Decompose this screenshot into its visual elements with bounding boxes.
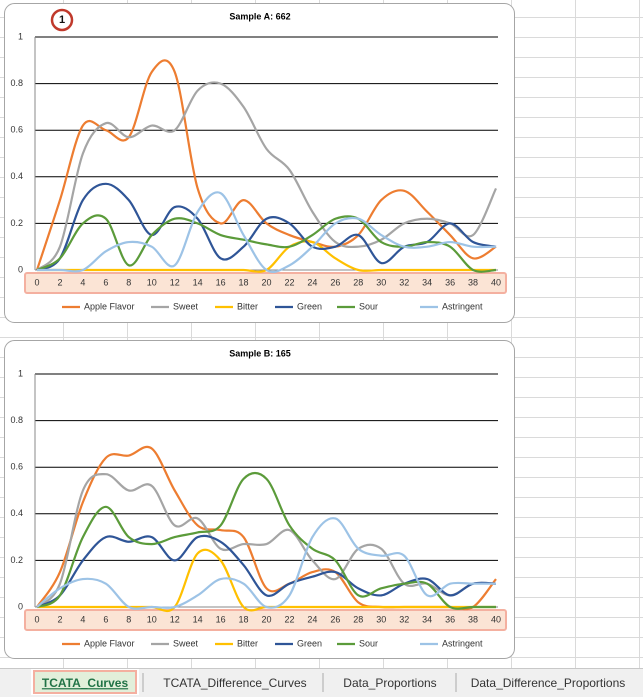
axis-highlight <box>24 609 507 631</box>
y-tick-label: 0.4 <box>10 508 23 518</box>
x-tick-label: 40 <box>491 277 501 287</box>
x-tick-label: 10 <box>147 277 157 287</box>
x-tick-label: 26 <box>330 614 340 624</box>
sheet-tab[interactable]: Data_Difference_Proportions <box>471 676 626 690</box>
x-tick-label: 34 <box>422 277 432 287</box>
x-tick-label: 30 <box>376 614 386 624</box>
x-tick-label: 32 <box>399 614 409 624</box>
chart-frame[interactable] <box>4 340 515 659</box>
sheet-tab[interactable]: TCATA_Curves <box>42 676 129 690</box>
badge-text: 1 <box>59 14 65 26</box>
legend-label: Green <box>297 301 322 311</box>
x-tick-label: 26 <box>330 277 340 287</box>
series-line <box>36 517 496 610</box>
series-line <box>36 214 497 273</box>
chart-title: Sample B: 165 <box>229 348 291 358</box>
x-tick-label: 20 <box>261 614 271 624</box>
x-tick-label: 8 <box>126 614 131 624</box>
x-tick-label: 32 <box>399 277 409 287</box>
tab-highlight[interactable] <box>33 670 137 694</box>
chart-title: Sample A: 662 <box>229 11 290 21</box>
x-tick-label: 20 <box>261 277 271 287</box>
series-line <box>37 191 497 274</box>
x-tick-label: 2 <box>57 614 62 624</box>
x-tick-label: 30 <box>376 277 386 287</box>
sheet-tab[interactable]: Data_Proportions <box>343 676 436 690</box>
x-tick-label: 18 <box>239 277 249 287</box>
x-tick-label: 28 <box>353 277 363 287</box>
axis-highlight <box>24 272 507 294</box>
legend-label: Sour <box>359 301 378 311</box>
x-tick-label: 38 <box>468 614 478 624</box>
y-tick-label: 0.2 <box>10 555 23 565</box>
y-tick-label: 0 <box>18 601 23 611</box>
legend-label: Green <box>297 638 322 648</box>
x-tick-label: 36 <box>445 277 455 287</box>
x-tick-label: 6 <box>103 277 108 287</box>
y-tick-label: 0.8 <box>10 78 23 88</box>
x-tick-label: 2 <box>57 277 62 287</box>
x-tick-label: 38 <box>468 277 478 287</box>
series-line <box>36 534 497 609</box>
y-tick-label: 1 <box>18 31 23 41</box>
x-tick-label: 4 <box>80 277 85 287</box>
legend-label: Astringent <box>442 638 483 648</box>
x-tick-label: 24 <box>307 614 317 624</box>
x-tick-label: 40 <box>491 614 501 624</box>
y-tick-label: 0.6 <box>10 125 23 135</box>
x-tick-label: 10 <box>147 614 157 624</box>
legend-label: Sweet <box>173 638 199 648</box>
x-tick-label: 8 <box>126 277 131 287</box>
x-tick-label: 18 <box>239 614 249 624</box>
x-tick-label: 12 <box>170 277 180 287</box>
legend-label: Bitter <box>237 638 258 648</box>
x-tick-label: 36 <box>445 614 455 624</box>
x-tick-label: 16 <box>216 277 226 287</box>
badge <box>50 8 74 32</box>
legend-label: Apple Flavor <box>84 301 135 311</box>
legend-label: Bitter <box>237 301 258 311</box>
y-tick-label: 0 <box>18 264 23 274</box>
y-tick-label: 0.2 <box>10 218 23 228</box>
x-tick-label: 22 <box>284 277 294 287</box>
x-tick-label: 6 <box>103 614 108 624</box>
series-line <box>36 81 497 271</box>
x-tick-label: 28 <box>353 614 363 624</box>
y-tick-label: 0.6 <box>10 462 23 472</box>
x-tick-label: 34 <box>422 614 432 624</box>
x-tick-label: 4 <box>80 614 85 624</box>
series-line <box>35 59 497 271</box>
y-tick-label: 0.8 <box>10 415 23 425</box>
x-tick-label: 22 <box>284 614 294 624</box>
y-tick-label: 0.4 <box>10 171 23 181</box>
x-tick-label: 14 <box>193 277 203 287</box>
y-tick-label: 1 <box>18 368 23 378</box>
legend-label: Sweet <box>173 301 199 311</box>
series-line <box>36 471 496 610</box>
x-tick-label: 12 <box>170 614 180 624</box>
x-tick-label: 16 <box>216 614 226 624</box>
x-tick-label: 24 <box>307 277 317 287</box>
legend-label: Astringent <box>442 301 483 311</box>
x-tick-label: 0 <box>34 277 39 287</box>
sheet-tab[interactable]: TCATA_Difference_Curves <box>163 676 306 690</box>
legend-label: Sour <box>359 638 378 648</box>
legend-label: Apple Flavor <box>84 638 135 648</box>
x-tick-label: 0 <box>34 614 39 624</box>
x-tick-label: 14 <box>193 614 203 624</box>
